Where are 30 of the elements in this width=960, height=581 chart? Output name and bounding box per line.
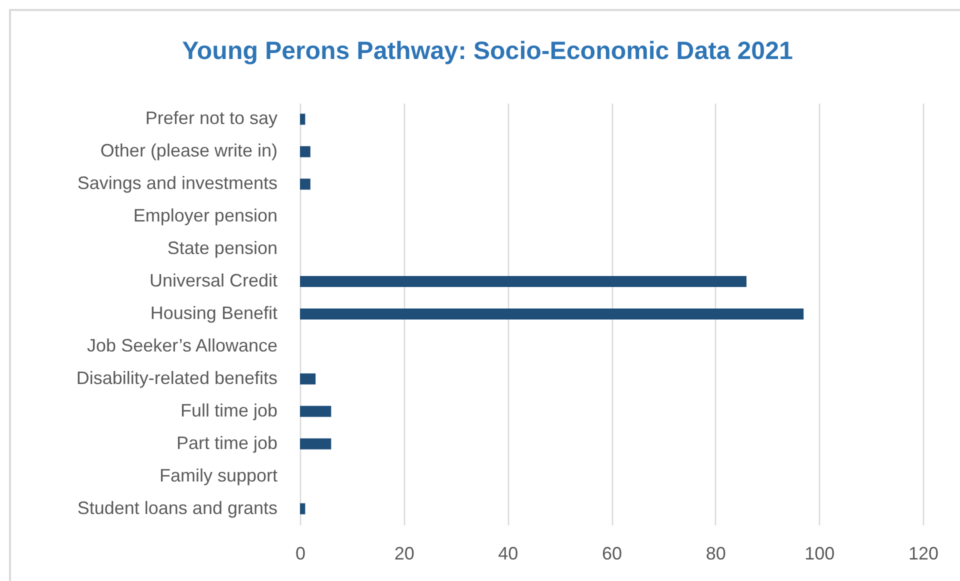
bar	[300, 114, 306, 125]
y-tick-label: Other (please write in)	[100, 140, 278, 161]
y-tick-label: Family support	[159, 465, 278, 486]
y-tick-label: Student loans and grants	[77, 498, 278, 518]
x-tick-label: 60	[602, 544, 622, 564]
bar	[300, 276, 746, 288]
bar	[300, 146, 310, 158]
bar	[300, 406, 332, 417]
y-tick-label: Prefer not to say	[145, 108, 278, 128]
x-tick-label: 20	[394, 544, 414, 564]
y-tick-label: Savings and investments	[77, 173, 278, 194]
x-tick-label: 40	[498, 544, 518, 564]
x-tick-label: 0	[295, 544, 306, 564]
y-tick-label: Part time job	[176, 432, 278, 453]
y-tick-label: Full time job	[180, 400, 278, 420]
bar	[300, 373, 316, 384]
bar	[300, 178, 310, 190]
bar	[300, 438, 332, 450]
y-tick-label: Universal Credit	[149, 270, 278, 291]
y-tick-label: Housing Benefit	[150, 303, 278, 323]
y-tick-label: Employer pension	[133, 206, 278, 226]
bar	[300, 308, 804, 320]
bar	[300, 503, 306, 514]
x-tick-label: 120	[908, 544, 939, 564]
y-tick-label: Job Seeker’s Allowance	[87, 335, 278, 356]
y-tick-label: State pension	[167, 238, 278, 258]
chart-title: Young Perons Pathway: Socio-Economic Data 2021	[182, 37, 793, 65]
x-tick-label: 100	[804, 544, 835, 564]
x-tick-label: 80	[706, 544, 726, 564]
y-tick-label: Disability-related benefits	[76, 368, 278, 388]
